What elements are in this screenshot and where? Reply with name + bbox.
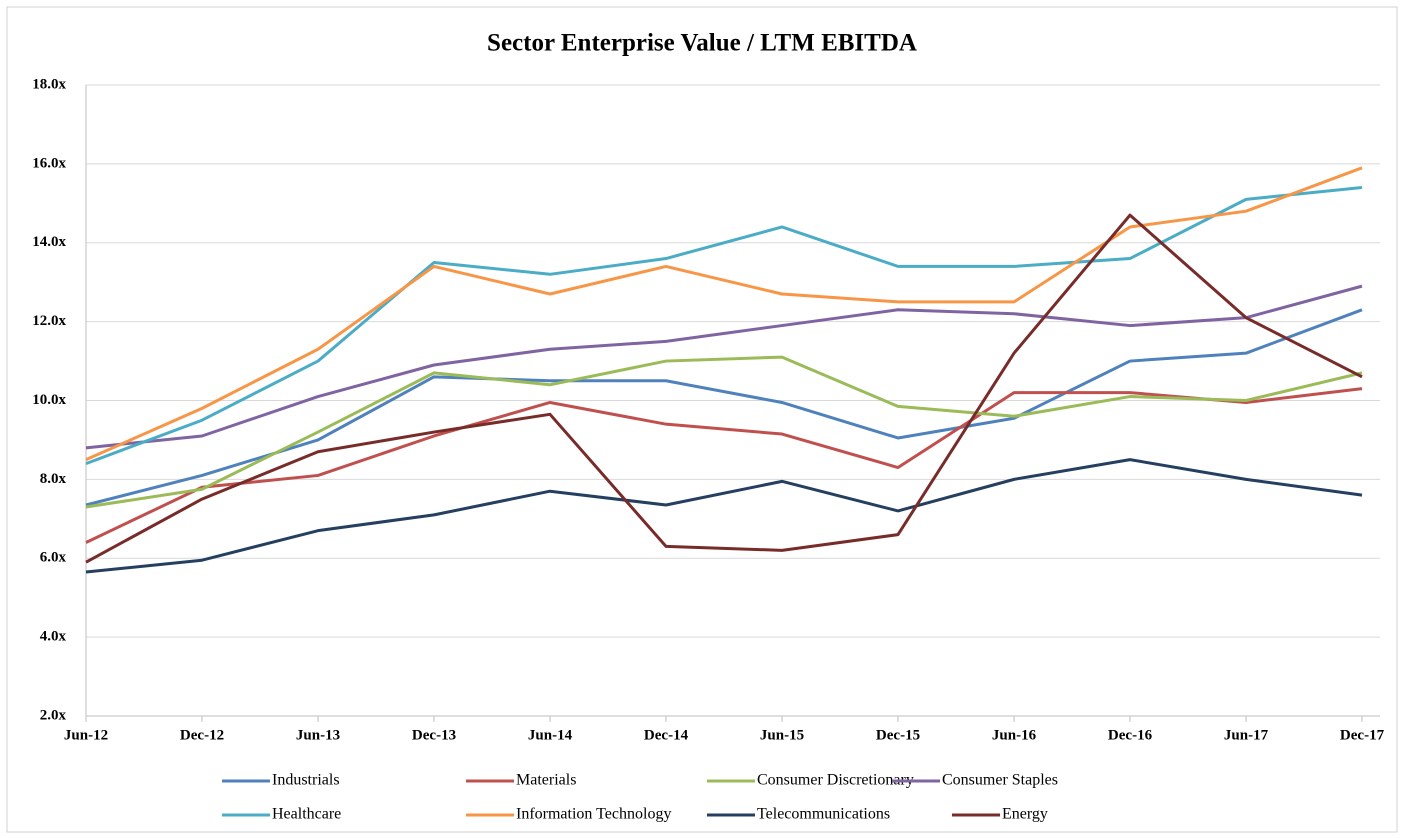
- series-line: [85, 387, 1363, 544]
- series-line: [85, 355, 1363, 509]
- y-tick-label: 4.0x: [40, 629, 67, 645]
- legend-label: Information Technology: [516, 806, 671, 823]
- series-line: [85, 284, 1363, 450]
- x-tick-label: Jun-16: [992, 727, 1037, 743]
- x-tick-label: Jun-12: [64, 727, 108, 743]
- legend-label: Energy: [1002, 806, 1048, 823]
- x-tick-label: Jun-15: [760, 727, 804, 743]
- y-tick-label: 14.0x: [32, 234, 66, 250]
- y-tick-label: 18.0x: [32, 76, 66, 92]
- x-tick-label: Dec-15: [876, 727, 920, 743]
- legend-label: Healthcare: [272, 806, 341, 823]
- x-tick-label: Dec-17: [1340, 727, 1385, 743]
- y-tick-label: 8.0x: [40, 471, 67, 487]
- x-tick-label: Jun-13: [296, 727, 340, 743]
- x-tick-label: Jun-17: [1224, 727, 1269, 743]
- y-tick-label: 6.0x: [40, 550, 67, 566]
- y-tick-label: 16.0x: [32, 155, 66, 171]
- legend-label: Consumer Staples: [942, 772, 1058, 789]
- x-tick-label: Dec-12: [180, 727, 224, 743]
- series-line: [85, 166, 1363, 462]
- x-tick-label: Dec-13: [412, 727, 456, 743]
- x-tick-label: Dec-16: [1108, 727, 1153, 743]
- legend-label: Telecommunications: [757, 806, 890, 823]
- series-line: [85, 213, 1363, 564]
- legend-label: Materials: [516, 772, 576, 789]
- series-line: [85, 458, 1363, 574]
- chart-border: [6, 6, 1398, 833]
- legend-label: Consumer Discretionary: [757, 772, 914, 789]
- legend-label: Industrials: [272, 772, 340, 789]
- chart-title: Sector Enterprise Value / LTM EBITDA: [487, 30, 917, 57]
- x-tick-label: Jun-14: [528, 727, 573, 743]
- series-line: [85, 186, 1363, 466]
- x-tick-label: Dec-14: [644, 727, 689, 743]
- y-tick-label: 10.0x: [32, 392, 66, 408]
- series-line: [85, 308, 1363, 507]
- y-tick-label: 12.0x: [32, 313, 66, 329]
- y-tick-label: 2.0x: [40, 707, 67, 723]
